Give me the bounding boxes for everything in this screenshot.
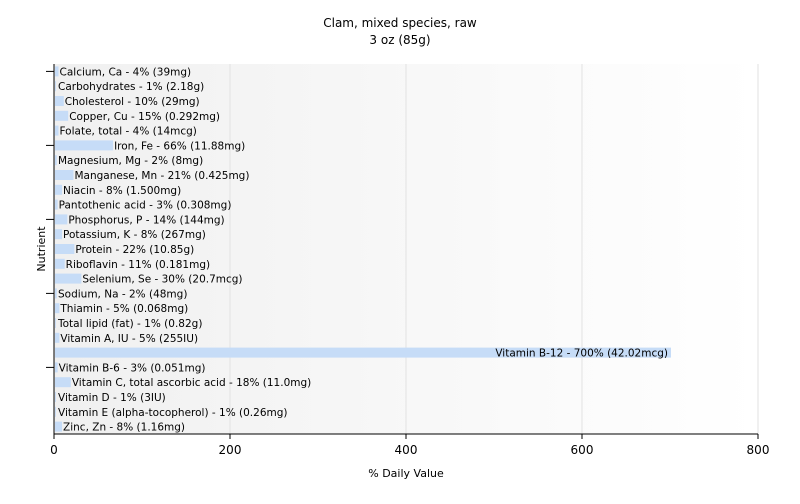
bar-label: Niacin - 8% (1.500mg) [63,185,181,197]
bar-label: Magnesium, Mg - 2% (8mg) [58,155,203,167]
bar-label: Vitamin E (alpha-tocopherol) - 1% (0.26m… [58,407,288,419]
bar-label: Sodium, Na - 2% (48mg) [58,288,187,300]
bar-label: Protein - 22% (10.85g) [75,244,194,256]
bar [55,170,74,180]
bar-label: Selenium, Se - 30% (20.7mcg) [82,274,242,286]
bar-labels: Calcium, Ca - 4% (39mg) Carbohydrates - 1… [57,66,668,433]
bar [55,66,59,77]
bar [55,125,59,136]
bar [55,199,58,210]
bar-label: Cholesterol - 10% (29mg) [65,96,200,108]
bar-label: Copper, Cu - 15% (0.292mg) [69,111,220,123]
bar-label: Vitamin D - 1% (3IU) [58,392,166,404]
bar-label: Vitamin A, IU - 5% (255IU) [60,333,198,345]
gridlines [229,64,759,434]
bar [55,347,671,358]
bar [55,362,58,373]
x-tick-label: 800 [747,443,770,457]
bar [55,406,56,417]
bar [55,81,56,92]
bar [55,421,63,432]
bar [55,244,75,254]
bar-label: Potassium, K - 8% (267mg) [63,229,206,241]
bar-label: Vitamin C, total ascorbic acid - 18% (11… [72,377,311,389]
bar-label: Carbohydrates - 1% (2.18g) [58,81,204,93]
bar [55,303,60,314]
bars [55,66,671,432]
bar-label: Folate, total - 4% (14mcg) [60,126,197,138]
bar-label: Zinc, Zn - 8% (1.16mg) [63,422,185,434]
bar [55,258,65,269]
bar [55,110,69,121]
bar [55,318,56,328]
bar [55,288,57,299]
bar-label: Total lipid (fat) - 1% (0.82g) [57,318,202,330]
y-axis-label: Nutrient [35,226,48,272]
bar [55,377,71,388]
bar [55,229,63,240]
x-tick-label: 200 [219,443,242,457]
bar-label: Phosphorus, P - 14% (144mg) [68,214,224,226]
bar [55,392,56,402]
bar-label: Vitamin B-6 - 3% (0.051mg) [59,362,206,374]
bar-label: Riboflavin - 11% (0.181mg) [66,259,210,271]
x-tick-label: 400 [395,443,418,457]
x-tick-labels: 0 200 400 600 800 [50,443,769,457]
bar-label: Vitamin B-12 - 700% (42.02mcg) [495,348,668,360]
chart-subtitle: 3 oz (85g) [369,33,430,47]
bar [55,155,57,166]
bar [55,273,82,284]
bar [55,140,114,151]
bar-label: Calcium, Ca - 4% (39mg) [60,66,192,78]
bar [55,96,64,106]
x-tick-label: 600 [571,443,594,457]
bar-label: Pantothenic acid - 3% (0.308mg) [59,200,232,212]
bar-label: Thiamin - 5% (0.068mg) [59,303,188,315]
bar-label: Iron, Fe - 66% (11.88mg) [114,140,245,152]
chart-title: Clam, mixed species, raw [323,16,477,30]
x-tick-label: 0 [50,443,58,457]
bar-label: Manganese, Mn - 21% (0.425mg) [74,170,249,182]
x-axis-label: % Daily Value [368,467,444,480]
axes [46,64,759,439]
bar [55,214,68,225]
bar [55,332,60,343]
bar [55,184,63,195]
